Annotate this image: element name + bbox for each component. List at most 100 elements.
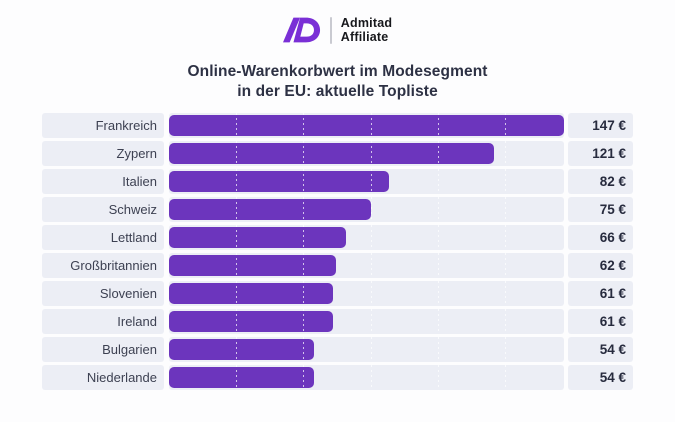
value-bar [169,171,390,192]
gridline [370,309,372,334]
value-bar [169,143,495,164]
gridline [370,253,372,278]
country-label: Schweiz [42,197,164,222]
chart-title-line1: Online-Warenkorbwert im Modesegment [187,63,488,80]
gridline [370,225,372,250]
value-label: 54 € [568,337,633,362]
chart-row: Bulgarien 54 € [42,337,633,362]
gridline [303,309,305,334]
gridline [236,113,238,138]
country-label: Zypern [42,141,164,166]
bar-track [169,309,564,334]
value-bar [169,339,315,360]
gridline [303,337,305,362]
country-label: Italien [42,169,164,194]
chart-row: Frankreich 147 € [42,113,633,138]
gridline [370,169,372,194]
value-bar [169,255,336,276]
value-label: 61 € [568,309,633,334]
gridline [303,365,305,390]
chart-row: Italien 82 € [42,169,633,194]
gridline [437,225,439,250]
gridline [236,197,238,222]
gridline [370,365,372,390]
country-label: Großbritannien [42,253,164,278]
gridline [303,225,305,250]
chart-row: Niederlande 54 € [42,365,633,390]
gridline [303,197,305,222]
gridline [236,337,238,362]
bar-track [169,253,564,278]
chart-title: Online-Warenkorbwert im Modesegment in d… [0,62,675,102]
country-label: Lettland [42,225,164,250]
gridline [236,281,238,306]
country-label: Ireland [42,309,164,334]
bar-track [169,225,564,250]
gridline [437,337,439,362]
gridline [437,365,439,390]
bar-track [169,281,564,306]
bar-track [169,169,564,194]
chart-row: Lettland 66 € [42,225,633,250]
gridline [303,141,305,166]
gridline [236,225,238,250]
country-label: Niederlande [42,365,164,390]
value-bar [169,367,315,388]
bar-track [169,141,564,166]
value-bar [169,227,347,248]
gridline [236,253,238,278]
gridline [504,253,506,278]
value-label: 121 € [568,141,633,166]
value-label: 82 € [568,169,633,194]
chart-row: Ireland 61 € [42,309,633,334]
gridline [504,225,506,250]
gridline [504,197,506,222]
gridline [504,365,506,390]
gridline [437,253,439,278]
gridline [370,337,372,362]
chart-row: Slovenien 61 € [42,281,633,306]
logo-wordmark: Admitad Affiliate [341,16,392,44]
gridline [370,197,372,222]
value-bar [169,311,333,332]
value-bar [169,115,564,136]
gridline [504,113,506,138]
logo-company: Admitad [340,16,393,30]
gridline [504,141,506,166]
value-bar [169,199,371,220]
gridline [437,281,439,306]
gridline [437,197,439,222]
logo-divider [329,16,332,44]
gridline [437,141,439,166]
bar-chart: Frankreich 147 € Zypern 121 € Italien 82 € Sch… [42,113,633,393]
logo-product: Affiliate [340,30,389,44]
admitad-logo-icon [282,17,321,43]
chart-row: Schweiz 75 € [42,197,633,222]
bar-track [169,365,564,390]
gridline [437,169,439,194]
value-label: 54 € [568,365,633,390]
gridline [504,337,506,362]
value-label: 66 € [568,225,633,250]
gridline [303,169,305,194]
gridline [236,169,238,194]
gridline [437,113,439,138]
country-label: Bulgarien [42,337,164,362]
gridline [236,365,238,390]
value-label: 75 € [568,197,633,222]
gridline [303,281,305,306]
gridline [370,141,372,166]
gridline [303,113,305,138]
value-label: 61 € [568,281,633,306]
country-label: Frankreich [42,113,164,138]
value-label: 62 € [568,253,633,278]
chart-row: Großbritannien 62 € [42,253,633,278]
bar-track [169,113,564,138]
gridline [370,281,372,306]
bar-track [169,197,564,222]
value-bar [169,283,333,304]
gridline [370,113,372,138]
gridline [504,169,506,194]
country-label: Slovenien [42,281,164,306]
value-label: 147 € [568,113,633,138]
